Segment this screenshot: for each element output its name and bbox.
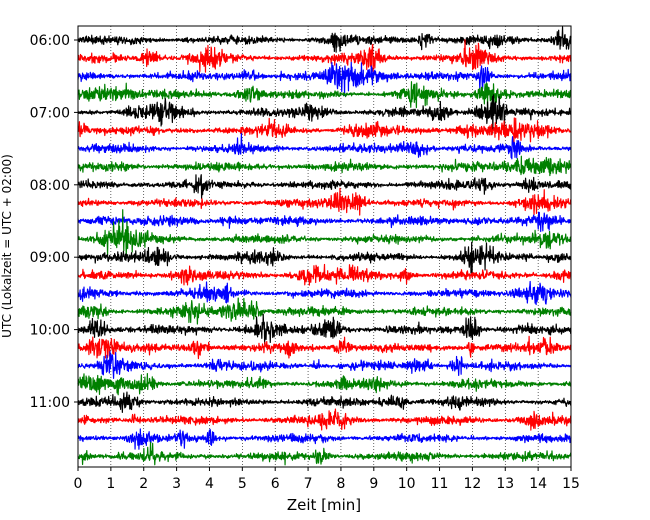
trace-0800 bbox=[77, 174, 572, 199]
x-tick-label: 4 bbox=[205, 476, 214, 492]
x-tick-label: 10 bbox=[398, 476, 416, 492]
trace-0645 bbox=[77, 81, 572, 109]
trace-1100 bbox=[77, 391, 572, 413]
trace-0930 bbox=[77, 280, 572, 306]
trace-0915 bbox=[77, 263, 572, 286]
trace-0700 bbox=[77, 94, 572, 134]
x-tick-label: 7 bbox=[304, 476, 313, 492]
x-tick-label: 15 bbox=[562, 476, 580, 492]
y-axis-title: UTC (Lokalzeit = UTC + 02:00) bbox=[0, 154, 14, 338]
trace-1000 bbox=[77, 313, 572, 345]
y-tick-label: 11:00 bbox=[30, 395, 70, 411]
x-tick-label: 14 bbox=[529, 476, 547, 492]
plot-frame bbox=[77, 25, 572, 468]
x-tick-label: 6 bbox=[271, 476, 280, 492]
x-tick-label: 5 bbox=[238, 476, 247, 492]
trace-0615 bbox=[77, 39, 572, 73]
y-tick-label: 07:00 bbox=[30, 105, 70, 121]
trace-1015 bbox=[77, 335, 572, 360]
trace-1130 bbox=[77, 428, 572, 450]
trace-0830 bbox=[77, 211, 572, 233]
x-axis-title: Zeit [min] bbox=[287, 496, 361, 514]
trace-1045 bbox=[77, 372, 572, 396]
y-tick-label: 09:00 bbox=[30, 250, 70, 266]
trace-0945 bbox=[77, 297, 572, 325]
trace-0745 bbox=[77, 155, 572, 177]
x-tick-label: 9 bbox=[369, 476, 378, 492]
trace-1145 bbox=[77, 441, 572, 466]
trace-1115 bbox=[77, 408, 572, 431]
trace-0730 bbox=[77, 132, 572, 160]
x-tick-label: 3 bbox=[172, 476, 181, 492]
x-tick-label: 8 bbox=[336, 476, 345, 492]
trace-0715 bbox=[77, 117, 572, 143]
trace-0600 bbox=[77, 26, 572, 53]
x-tick-label: 0 bbox=[74, 476, 83, 492]
trace-0845 bbox=[77, 209, 572, 259]
trace-1030 bbox=[77, 351, 572, 379]
x-tick-label: 13 bbox=[496, 476, 514, 492]
x-tick-label: 1 bbox=[106, 476, 115, 492]
x-tick-label: 12 bbox=[463, 476, 481, 492]
y-tick-label: 08:00 bbox=[30, 178, 70, 194]
y-tick-label: 10:00 bbox=[30, 323, 70, 339]
x-tick-label: 11 bbox=[431, 476, 449, 492]
x-tick-label: 2 bbox=[139, 476, 148, 492]
trace-0900 bbox=[77, 241, 572, 275]
traces-layer bbox=[77, 26, 572, 466]
x-ticks: 0 1 2 3 4 5 6 7 8 9 10 11 12 13 14 15 bbox=[74, 467, 580, 492]
y-tick-label: 06:00 bbox=[30, 33, 70, 49]
trace-0630 bbox=[77, 61, 572, 97]
y-ticks: 06:00 07:00 08:00 09:00 10:00 11:00 bbox=[30, 33, 78, 411]
trace-0815 bbox=[77, 187, 572, 216]
